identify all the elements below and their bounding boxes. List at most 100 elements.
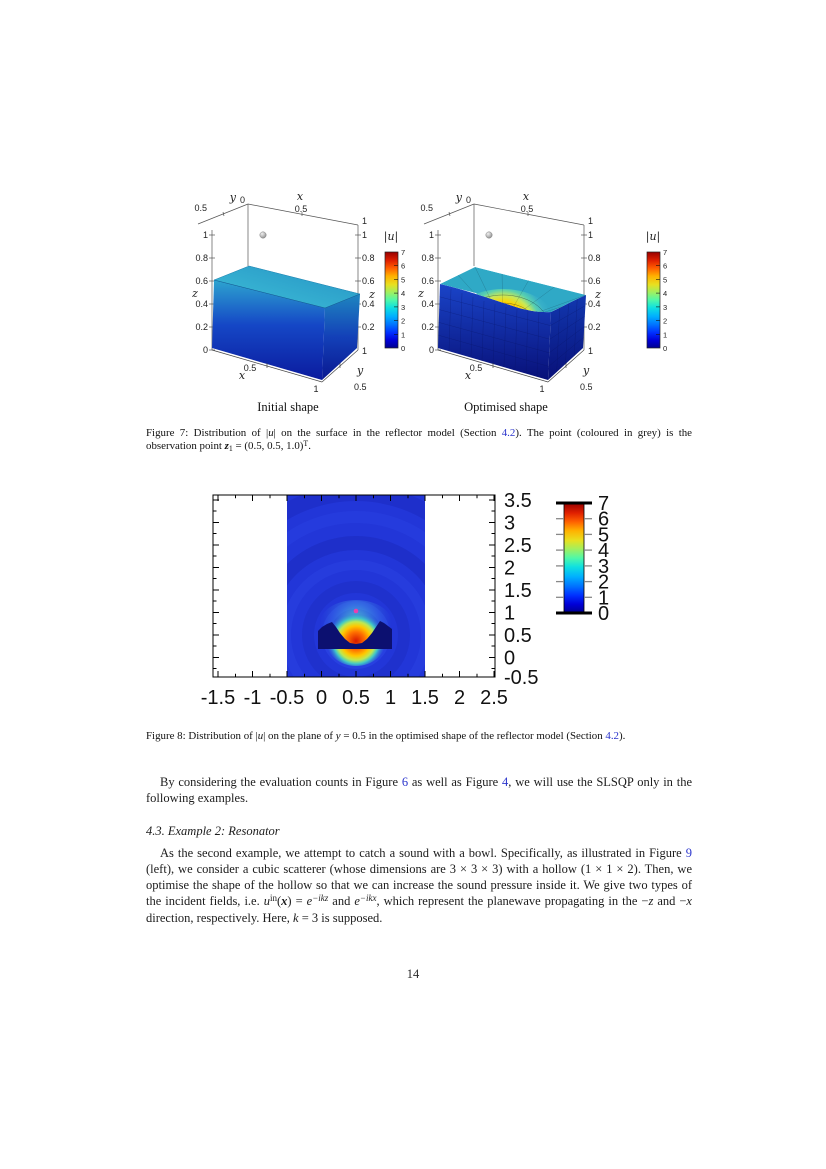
colorbar-ticks: [656, 265, 660, 335]
z-tick-label: 1: [429, 230, 434, 240]
z-tick-label: 0.4: [421, 299, 434, 309]
y-tick-label: 0.5: [420, 203, 433, 213]
z-tick-label: 0.8: [362, 253, 375, 263]
text-segment: ). The point (coloured in grey) is the o…: [146, 427, 692, 453]
x-tick-label: -0.5: [270, 687, 304, 709]
axis-labels: y 0 0.5 x 0.5 1 1 0.8 0.6 0.4 0.2 0 z 1 …: [417, 190, 601, 394]
colorbar-title: |u|: [646, 230, 661, 244]
x-tick-label: 1: [362, 216, 367, 226]
y-tick-label: 1: [362, 346, 367, 356]
field-heatmap: [287, 495, 425, 677]
colorbar-tick-label: 6: [401, 262, 405, 271]
y-tick-label: 0: [504, 648, 515, 670]
x-tick-label: 1: [385, 687, 396, 709]
text-segment: , which represent the planewave propagat…: [376, 893, 649, 908]
z-tick-label: 0.6: [362, 276, 375, 286]
figure7-caption: Figure 7: Distribution of |u| on the sur…: [146, 427, 692, 453]
x-axis-ticks: [217, 495, 495, 677]
z-tick-label: 1: [362, 230, 367, 240]
origin-tick-label: 0: [240, 195, 245, 205]
figure7-left-plot: y 0 0.5 x 0.5 1 1 0.8 0.6 0.4 0.2 0 z 1 …: [191, 190, 375, 394]
colorbar-tick-label: 4: [598, 540, 609, 562]
ref-link[interactable]: 4.2: [605, 730, 619, 742]
colorbar-gradient: [563, 502, 585, 614]
text-segment: in: [269, 892, 277, 903]
x-tick-label: 0.5: [521, 204, 534, 214]
x-axis-letter: x: [239, 369, 246, 382]
figure8-plot: -1.5 -1 -0.5 0 0.5 1 1.5 2 2.5 3.5 3 2.5…: [201, 490, 609, 709]
figure7-plots: y 0 0.5 x 0.5 1 1 0.8 0.6 0.4 0.2 0 z 1 …: [191, 190, 667, 414]
ref-link[interactable]: 6: [401, 775, 409, 789]
observation-point-marker: [353, 608, 359, 614]
text-segment: y: [335, 730, 341, 742]
text-segment: .: [308, 440, 311, 453]
z-tick-label: 1: [588, 230, 593, 240]
observation-point-marker: [259, 231, 267, 239]
z-axis-letter: z: [191, 287, 198, 300]
x-tick-label: 1: [539, 384, 544, 394]
colorbar-tick-label: 1: [598, 587, 609, 609]
z-tick-label: 0.8: [195, 253, 208, 263]
text-segment: z: [648, 893, 654, 908]
text-segment: T: [303, 438, 309, 448]
bowl-scatterer: [318, 621, 392, 649]
text-segment: ) =: [287, 893, 307, 908]
colorbar-ticks: [394, 265, 398, 335]
colorbar-tick-label: 3: [598, 556, 609, 578]
hot-spot: [326, 614, 386, 666]
x-tick-label: -1.5: [201, 687, 235, 709]
text-segment: = 3 is supposed.: [298, 910, 383, 925]
colorbar-tick-label: 0: [598, 603, 609, 625]
colorbar-tick-label: 5: [598, 524, 609, 546]
ref-link[interactable]: 4.2: [501, 427, 516, 439]
text-segment: | on the surface in the reflector model …: [273, 427, 502, 439]
axes-front: [211, 349, 359, 383]
y-axis-letter: y: [229, 191, 237, 204]
y-tick-label: -0.5: [504, 667, 538, 689]
x-tick-label: 1: [588, 216, 593, 226]
z-tick-label: 0.4: [362, 299, 375, 309]
y-tick-label: 0.5: [504, 625, 532, 647]
y-axis-letter: y: [455, 191, 463, 204]
z-axis-letter: z: [368, 288, 375, 301]
wall-mesh: [438, 288, 586, 378]
text-segment: z: [224, 440, 229, 453]
ref-link[interactable]: 9: [685, 846, 692, 860]
colorbar-tick-label: 4: [401, 289, 405, 298]
plot-frame: [212, 494, 496, 678]
y-axis-ticks: [213, 499, 495, 669]
text-segment: x: [281, 893, 288, 908]
y-tick-label: 3.5: [504, 490, 532, 512]
x-tick-label: 1: [313, 384, 318, 394]
z-tick-label: 1: [203, 230, 208, 240]
x-tick-label: 0.5: [295, 204, 308, 214]
text-segment: u: [268, 427, 274, 439]
text-segment: k: [293, 910, 299, 925]
figure8-colorbar: 7 6 5 4 3 2 1 0: [556, 493, 609, 625]
colorbar-tick-label: 5: [663, 275, 667, 284]
colorbar-tick-label: 2: [598, 572, 609, 594]
ref-link[interactable]: 4: [502, 775, 509, 789]
x-tick-label: 0.5: [470, 363, 483, 373]
text-segment: = 0.5 in the optimised shape of the refl…: [340, 730, 606, 742]
page-number: 14: [406, 967, 420, 981]
text-segment: and −: [653, 893, 687, 908]
z-tick-label: 0.2: [588, 322, 601, 332]
figure8-caption: Figure 8: Distribution of |u| on the pla…: [146, 730, 692, 743]
colorbar-tick-label: 4: [663, 289, 667, 298]
z-tick-label: 0.8: [421, 253, 434, 263]
colorbar-tick-label: 5: [401, 275, 405, 284]
text-segment: , we will use the SLSQP only in the foll…: [146, 775, 693, 805]
z-tick-label: 0.6: [588, 276, 601, 286]
text-segment: as well as Figure: [408, 775, 503, 789]
colorbar-gradient: [646, 251, 661, 349]
x-tick-label: 0.5: [342, 687, 370, 709]
text-segment: and: [328, 893, 355, 908]
x-tick-label: 2: [454, 687, 465, 709]
section-heading: 4.3. Example 2: Resonator: [146, 824, 280, 838]
z-axis-letter: z: [417, 287, 424, 300]
subcaption-optimised-shape: Optimised shape: [464, 400, 548, 414]
text-segment: −ikx: [359, 892, 377, 903]
colorbar-tick-label: 3: [401, 303, 405, 312]
colorbar-tick-label: 7: [598, 493, 609, 515]
